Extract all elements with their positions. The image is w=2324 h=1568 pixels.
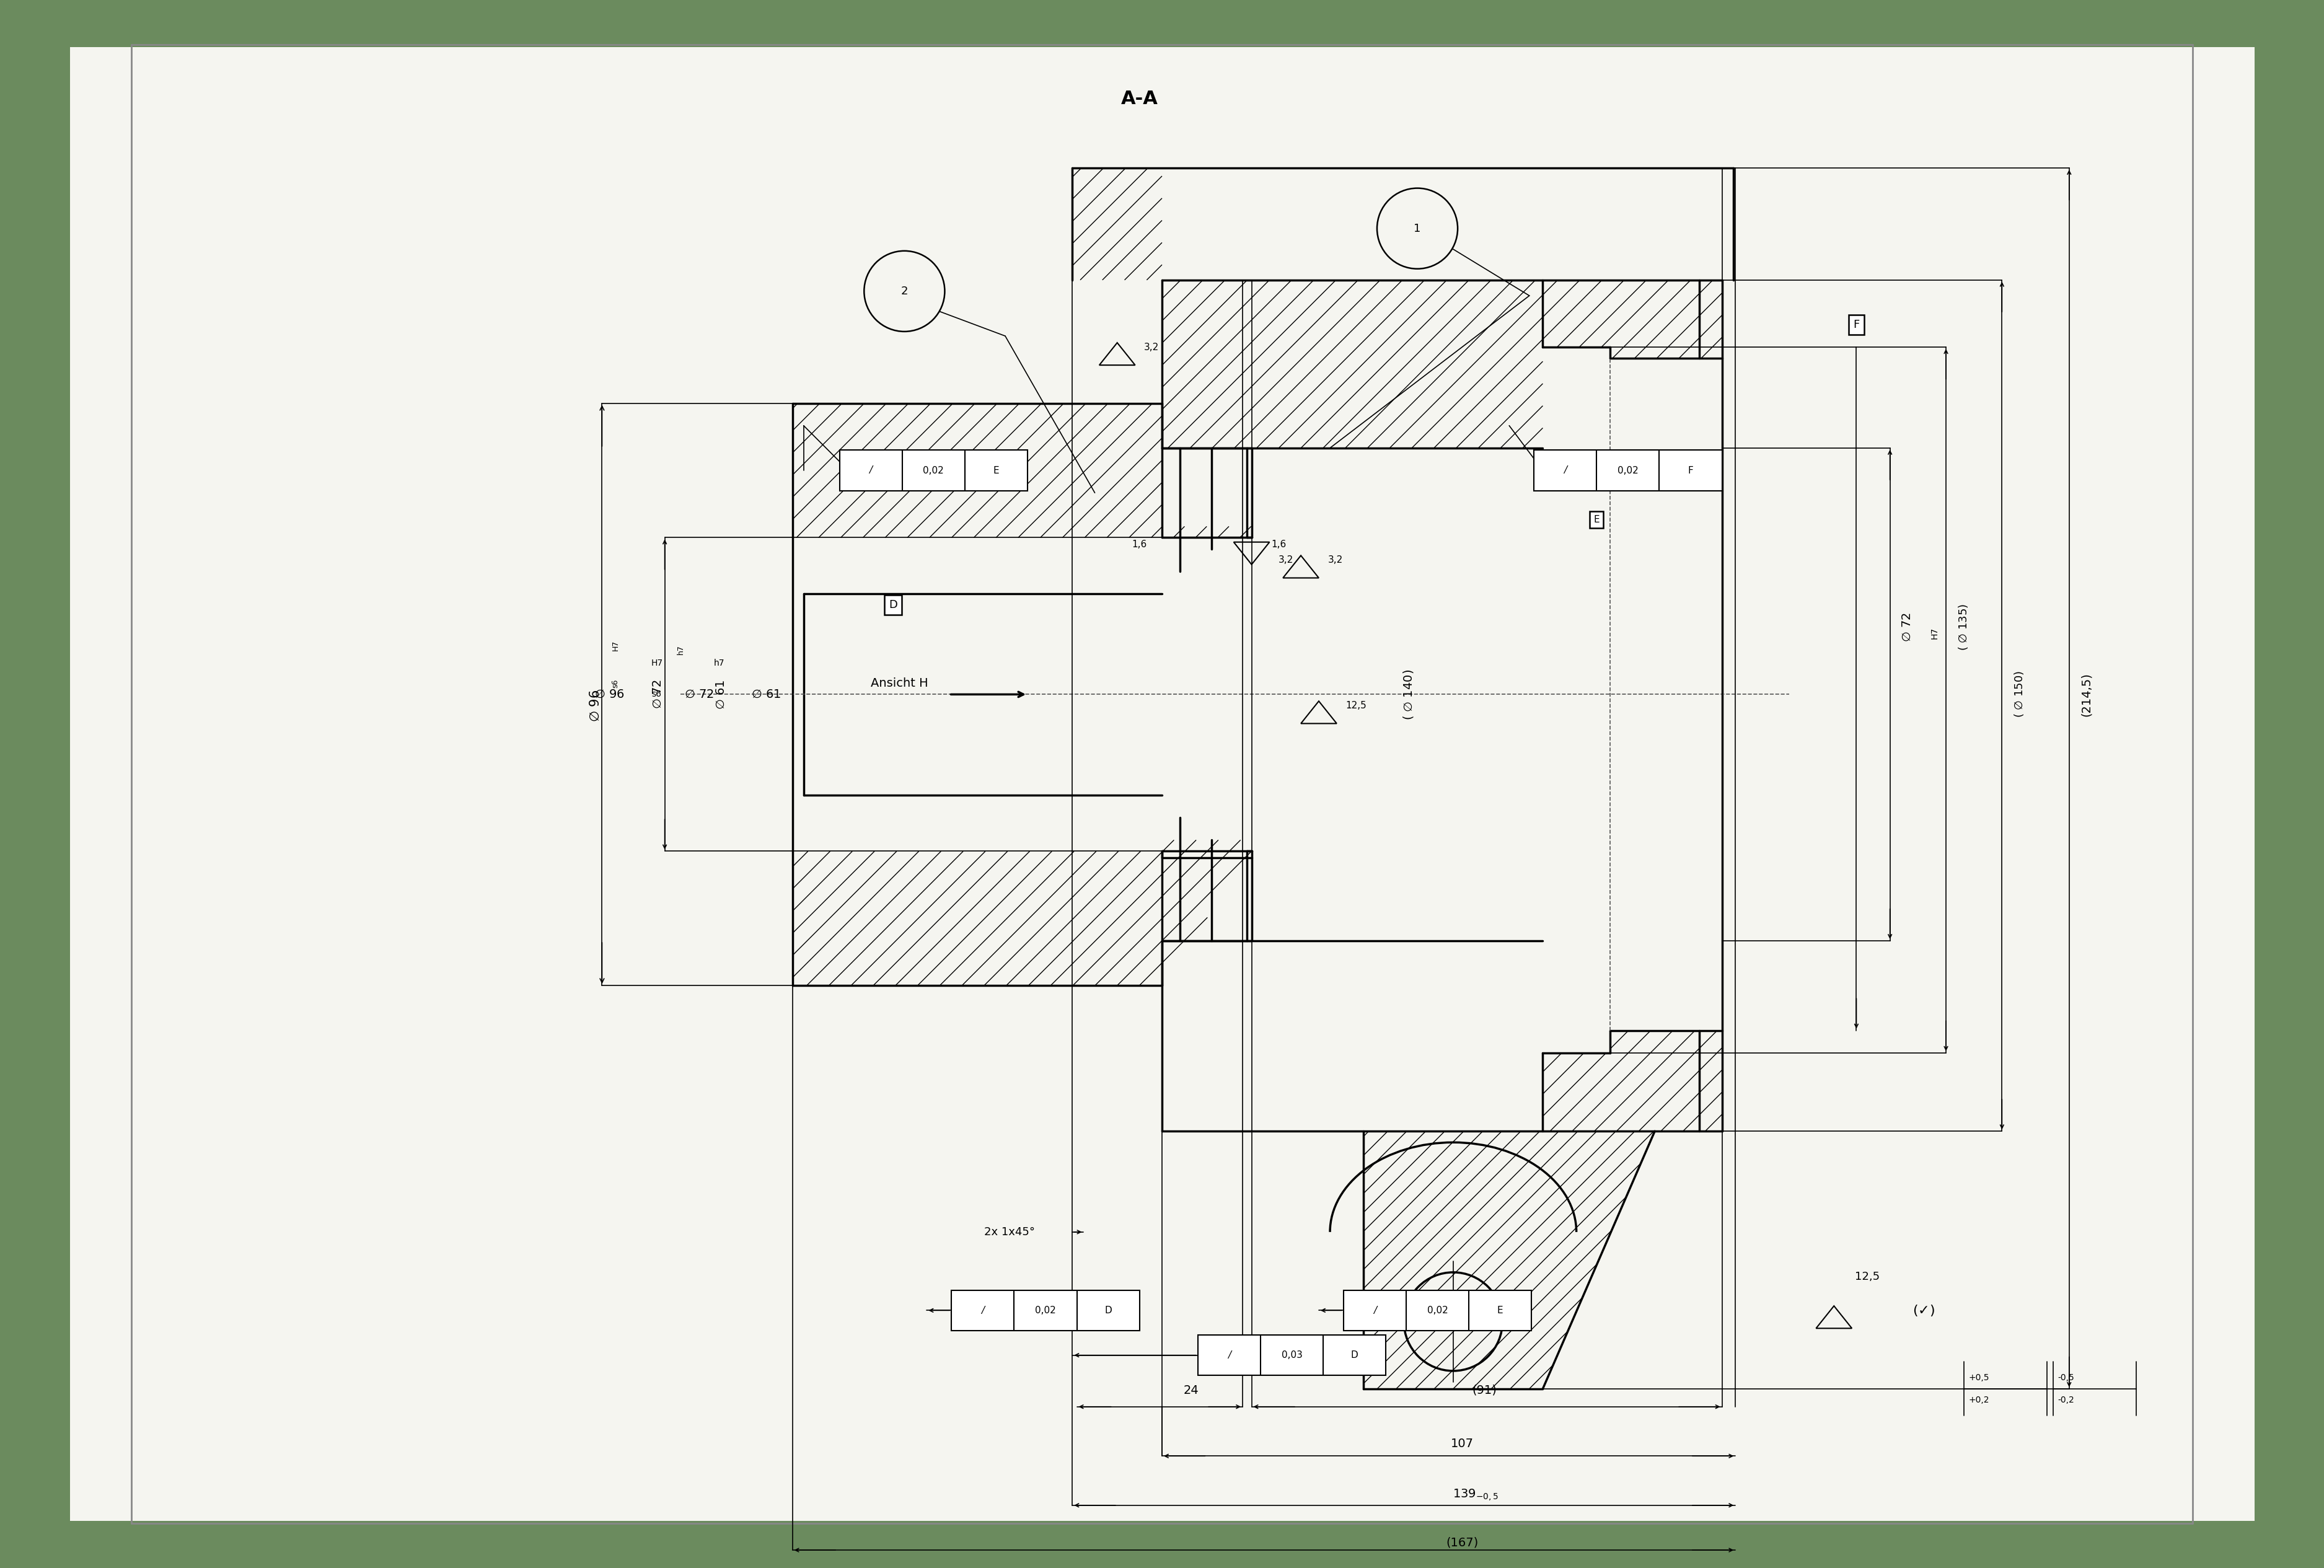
Text: ( $\varnothing$ 135): ( $\varnothing$ 135): [1957, 604, 1968, 651]
Text: 139$_{-0,5}$: 139$_{-0,5}$: [1452, 1488, 1499, 1502]
Text: $\varnothing$ 61: $\varnothing$ 61: [751, 688, 781, 701]
Text: ( $\varnothing$ 150): ( $\varnothing$ 150): [2013, 671, 2027, 718]
Text: 1,6: 1,6: [1132, 539, 1148, 549]
Text: $\varnothing$ 72: $\varnothing$ 72: [653, 679, 665, 709]
Text: +0,2: +0,2: [1968, 1396, 1989, 1405]
Bar: [839, 450, 1027, 491]
Text: +0,5: +0,5: [1968, 1374, 1989, 1381]
Text: 0,02: 0,02: [1618, 466, 1638, 475]
Bar: [1534, 450, 1722, 491]
Text: 2x 1x45°: 2x 1x45°: [985, 1226, 1034, 1237]
Text: H7: H7: [611, 640, 621, 651]
Text: E: E: [1497, 1306, 1504, 1316]
Text: -0,2: -0,2: [2059, 1396, 2075, 1405]
Text: 107: 107: [1450, 1438, 1473, 1450]
Text: /: /: [1373, 1306, 1376, 1316]
Text: (167): (167): [1446, 1537, 1478, 1549]
Text: 3,2: 3,2: [1278, 555, 1294, 564]
Text: s6: s6: [651, 690, 662, 699]
Text: D: D: [888, 599, 897, 610]
Text: (91): (91): [1471, 1385, 1497, 1396]
Text: /: /: [981, 1306, 985, 1316]
Text: $\varnothing$ 72: $\varnothing$ 72: [1901, 613, 1913, 641]
Text: 1,6: 1,6: [1271, 539, 1285, 549]
Text: 2: 2: [902, 285, 909, 296]
Text: D: D: [1350, 1350, 1357, 1359]
Text: 12,5: 12,5: [1346, 701, 1367, 710]
Text: $\varnothing$ 61: $\varnothing$ 61: [716, 679, 727, 709]
Bar: [1343, 1290, 1532, 1331]
Bar: [951, 1290, 1139, 1331]
Text: 2x R0,5: 2x R0,5: [978, 464, 1023, 477]
Text: 0,02: 0,02: [1427, 1306, 1448, 1316]
Text: 3,2: 3,2: [1327, 555, 1343, 564]
Text: 3,2: 3,2: [1143, 342, 1160, 351]
Text: ( $\varnothing$ 140): ( $\varnothing$ 140): [1401, 670, 1415, 720]
Text: Ansicht H: Ansicht H: [872, 677, 927, 688]
Text: E: E: [992, 466, 999, 475]
Text: /: /: [1227, 1350, 1232, 1359]
Text: E: E: [1594, 514, 1599, 524]
Text: $\varnothing$ 96: $\varnothing$ 96: [588, 690, 602, 721]
Text: 12,5: 12,5: [1855, 1272, 1880, 1283]
Text: A-A: A-A: [1120, 89, 1157, 108]
Text: h7: h7: [676, 644, 686, 654]
Text: $\varnothing$ 96: $\varnothing$ 96: [595, 688, 625, 701]
Text: 0,02: 0,02: [923, 466, 944, 475]
Text: -0,5: -0,5: [2059, 1374, 2075, 1381]
Text: F: F: [1852, 320, 1859, 331]
Text: H7: H7: [1931, 627, 1938, 640]
Text: 0,02: 0,02: [1034, 1306, 1055, 1316]
Text: /: /: [1564, 466, 1566, 475]
Text: 1: 1: [1413, 223, 1420, 234]
Text: ($\checkmark$): ($\checkmark$): [1913, 1303, 1936, 1317]
Text: (214,5): (214,5): [2080, 673, 2092, 717]
Text: 24: 24: [1183, 1385, 1199, 1396]
Text: h7: h7: [713, 659, 725, 668]
Text: D: D: [1104, 1306, 1111, 1316]
Text: s6: s6: [611, 679, 621, 688]
Text: F: F: [1687, 466, 1694, 475]
Text: 0,03: 0,03: [1281, 1350, 1301, 1359]
Bar: [1197, 1334, 1385, 1375]
Text: $\varnothing$ 72: $\varnothing$ 72: [683, 688, 713, 701]
Text: /: /: [869, 466, 872, 475]
Text: H7: H7: [651, 659, 662, 668]
